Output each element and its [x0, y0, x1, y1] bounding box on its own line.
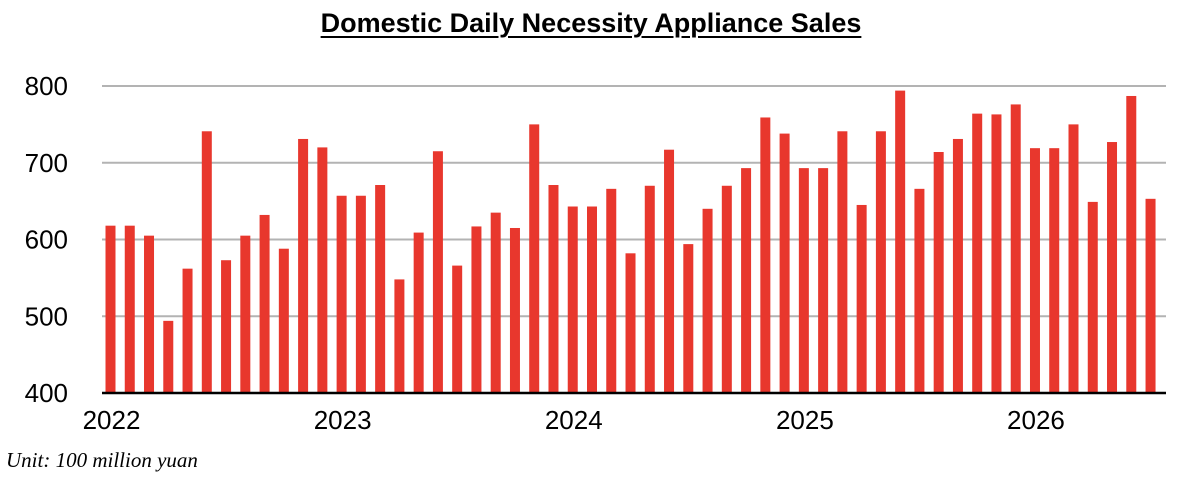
bar	[683, 244, 694, 393]
bar	[895, 90, 906, 394]
bar	[394, 279, 405, 393]
y-tick-label: 500	[25, 301, 68, 331]
bar	[741, 168, 752, 393]
bar	[837, 131, 848, 393]
bar	[124, 225, 135, 393]
bar	[221, 260, 232, 393]
y-axis-tick-labels: 400 500 600 700 800	[25, 71, 68, 408]
x-tick-label: 2026	[1007, 405, 1065, 435]
x-tick-label: 2025	[776, 405, 834, 435]
bar	[278, 248, 289, 393]
bar	[1087, 201, 1098, 393]
bar	[972, 113, 983, 393]
bar	[625, 253, 636, 393]
bar	[760, 117, 771, 393]
bar	[471, 226, 482, 393]
bar	[952, 138, 963, 393]
bars	[105, 90, 1156, 394]
bar	[818, 168, 829, 393]
chart-title: Domestic Daily Necessity Appliance Sales	[320, 8, 862, 38]
bar	[240, 235, 251, 393]
bar	[298, 138, 309, 393]
bar	[182, 268, 193, 393]
x-tick-label: 2023	[314, 405, 372, 435]
bar	[432, 151, 443, 393]
bar	[798, 168, 809, 393]
bar	[529, 124, 540, 394]
bar	[991, 114, 1002, 394]
y-tick-label: 700	[25, 148, 68, 178]
bar	[1049, 148, 1060, 393]
unit-note: Unit: 100 million yuan	[6, 448, 198, 472]
bar	[490, 212, 501, 393]
bar	[1145, 198, 1156, 393]
bar	[259, 214, 270, 393]
bar	[567, 206, 578, 393]
bar	[144, 235, 155, 393]
x-axis-tick-labels: 2022 2023 2024 2025 2026	[83, 405, 1065, 435]
bar	[1126, 95, 1137, 393]
bar	[355, 195, 366, 393]
bar	[587, 206, 597, 393]
bar	[163, 320, 174, 393]
bar	[509, 227, 520, 393]
bar	[644, 185, 655, 393]
bar	[664, 149, 675, 393]
bar	[1010, 104, 1021, 394]
bar	[914, 188, 925, 393]
bar	[606, 188, 617, 393]
bar	[1107, 142, 1118, 393]
bar	[933, 152, 944, 393]
bar	[548, 185, 559, 393]
y-tick-label: 800	[25, 71, 68, 101]
bar	[875, 131, 886, 393]
x-tick-label: 2022	[83, 405, 141, 435]
bar	[452, 265, 463, 393]
bar	[721, 185, 732, 393]
bar	[856, 204, 867, 393]
bar	[201, 131, 212, 393]
bar	[105, 225, 116, 393]
bar	[1029, 148, 1040, 393]
bar	[375, 185, 386, 393]
bar	[413, 232, 424, 393]
x-tick-label: 2024	[545, 405, 603, 435]
y-tick-label: 600	[25, 225, 68, 255]
y-tick-label: 400	[25, 378, 68, 408]
bar	[779, 133, 790, 393]
bar	[317, 147, 328, 393]
bar	[336, 195, 347, 393]
bar	[702, 208, 713, 393]
bar	[1068, 124, 1079, 394]
